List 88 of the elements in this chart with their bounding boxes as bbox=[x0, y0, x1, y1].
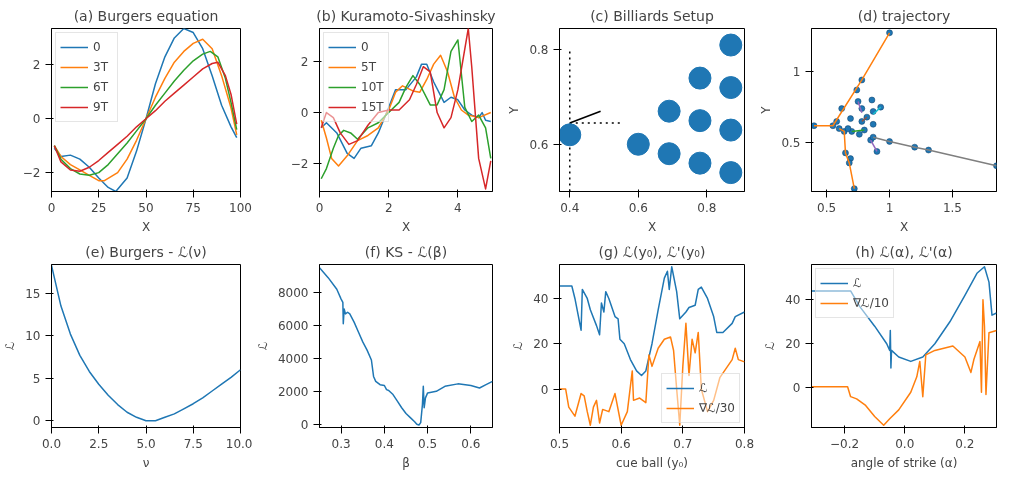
legend-label: 9T bbox=[93, 100, 109, 114]
y-tick-label: 2 bbox=[300, 55, 309, 70]
x-tick-label: 0 bbox=[315, 200, 324, 215]
x-tick-label: 10.0 bbox=[225, 436, 253, 451]
x-axis-title: X bbox=[401, 219, 411, 234]
legend-label: 0 bbox=[93, 40, 102, 54]
y-tick-label: 0 bbox=[32, 414, 41, 429]
x-tick-label: 0.0 bbox=[895, 436, 915, 451]
y-axis-title: ℒ bbox=[511, 341, 526, 351]
y-tick-label: 0.6 bbox=[529, 137, 549, 152]
y-axis-title: ℒ bbox=[255, 341, 270, 351]
chart-title: (d) trajectory bbox=[857, 7, 951, 24]
legend-label: 3T bbox=[93, 60, 109, 74]
x-axis-title: angle of strike (α) bbox=[850, 455, 958, 470]
x-tick-label: 0.4 bbox=[374, 436, 394, 451]
legend-label: 5T bbox=[361, 60, 377, 74]
y-axis-title: Y bbox=[507, 105, 522, 115]
x-axis-title: cue ball (y₀) bbox=[615, 455, 689, 470]
chart-title: (h) ℒ(α), ℒ'(α) bbox=[855, 243, 953, 260]
x-tick-label: 0.0 bbox=[41, 436, 62, 451]
y-tick-label: 0.5 bbox=[781, 136, 801, 151]
y-tick-label: −2 bbox=[22, 166, 41, 181]
y-tick-label: 0.8 bbox=[529, 43, 549, 58]
y-tick-label: 6000 bbox=[277, 318, 309, 333]
chart-title: (e) Burgers - ℒ(ν) bbox=[85, 243, 207, 260]
y-tick-label: 8000 bbox=[277, 285, 309, 300]
y-axis-title: Y bbox=[759, 105, 774, 115]
chart-title: (c) Billiards Setup bbox=[590, 7, 714, 24]
x-tick-label: 0.5 bbox=[549, 436, 570, 451]
x-tick-label: 0.8 bbox=[697, 200, 717, 215]
chart-title: (b) Kuramoto-Sivashinsky bbox=[316, 7, 496, 24]
y-tick-label: 1 bbox=[792, 64, 801, 79]
y-tick-label: 0 bbox=[32, 112, 41, 127]
x-tick-label: 0.8 bbox=[734, 436, 755, 451]
x-tick-label: 0.6 bbox=[611, 436, 631, 451]
legend-label: 6T bbox=[93, 80, 109, 94]
x-axis-title: ν bbox=[142, 455, 150, 470]
x-tick-label: 25 bbox=[91, 200, 107, 215]
y-tick-label: 5 bbox=[32, 371, 41, 386]
x-tick-label: 75 bbox=[185, 200, 201, 215]
x-tick-label: 2.5 bbox=[89, 436, 109, 451]
legend-label: ℒ bbox=[853, 276, 863, 290]
legend-label: 10T bbox=[361, 80, 384, 94]
x-tick-label: 50 bbox=[138, 200, 154, 215]
y-tick-label: 10 bbox=[25, 329, 41, 344]
legend-label: ∇ℒ/10 bbox=[853, 296, 889, 310]
x-tick-label: 4 bbox=[454, 200, 462, 215]
y-tick-label: 2 bbox=[32, 58, 41, 73]
legend-label: ℒ bbox=[699, 381, 709, 395]
y-tick-label: 0 bbox=[300, 106, 309, 121]
x-tick-label: 0.6 bbox=[628, 200, 648, 215]
y-tick-label: 40 bbox=[533, 291, 549, 306]
y-tick-label: 20 bbox=[533, 337, 549, 352]
y-tick-label: 4000 bbox=[277, 351, 309, 366]
x-tick-label: 2 bbox=[384, 200, 393, 215]
chart-title: (g) ℒ(y₀), ℒ'(y₀) bbox=[598, 243, 706, 260]
legend-label: 0 bbox=[361, 40, 370, 54]
x-axis-title: X bbox=[141, 219, 151, 234]
x-tick-label: 0.6 bbox=[461, 436, 481, 451]
y-tick-label: 0 bbox=[792, 381, 801, 396]
x-tick-label: 0.5 bbox=[418, 436, 438, 451]
x-tick-label: 1 bbox=[885, 200, 894, 215]
y-tick-label: 40 bbox=[785, 293, 801, 308]
x-tick-label: −0.2 bbox=[830, 436, 860, 451]
x-axis-title: X bbox=[899, 219, 909, 234]
y-tick-label: 2000 bbox=[277, 384, 309, 399]
y-tick-label: −2 bbox=[290, 156, 309, 171]
y-axis-title: ℒ bbox=[3, 341, 18, 351]
x-tick-label: 0.3 bbox=[331, 436, 351, 451]
x-axis-title: β bbox=[402, 455, 410, 470]
x-tick-label: 0.4 bbox=[560, 200, 580, 215]
x-tick-label: 0.5 bbox=[817, 200, 837, 215]
x-tick-label: 1.5 bbox=[942, 200, 962, 215]
x-tick-label: 100 bbox=[229, 200, 252, 215]
x-tick-label: 0 bbox=[47, 200, 56, 215]
x-axis-title: X bbox=[647, 219, 657, 234]
y-tick-label: 0 bbox=[300, 417, 309, 432]
y-tick-label: 0 bbox=[540, 382, 549, 397]
x-tick-label: 0.2 bbox=[955, 436, 975, 451]
chart-title: (f) KS - ℒ(β) bbox=[364, 243, 448, 260]
y-tick-label: 15 bbox=[25, 286, 41, 301]
y-tick-label: 20 bbox=[785, 337, 801, 352]
chart-title: (a) Burgers equation bbox=[73, 7, 219, 24]
x-tick-label: 0.7 bbox=[673, 436, 693, 451]
x-tick-label: 5.0 bbox=[136, 436, 156, 451]
legend-label: 15T bbox=[361, 100, 384, 114]
x-tick-label: 7.5 bbox=[183, 436, 203, 451]
y-axis-title: ℒ bbox=[763, 341, 778, 351]
